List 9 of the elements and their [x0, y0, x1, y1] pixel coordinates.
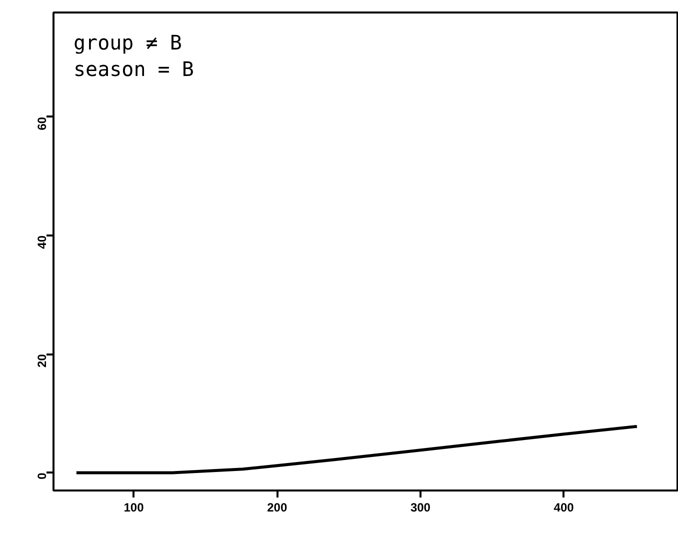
x-tick-label: 200: [267, 500, 288, 514]
y-tick-label: 60: [35, 116, 49, 130]
y-tick-label: 20: [35, 354, 49, 368]
x-tick-label: 300: [410, 500, 431, 514]
y-tick-label: 40: [35, 235, 49, 249]
x-tick-label: 400: [554, 500, 574, 514]
y-tick-label: 0: [35, 472, 49, 480]
x-tick-label: 100: [124, 500, 144, 514]
annotation: group ≠ B season = B: [74, 30, 194, 81]
